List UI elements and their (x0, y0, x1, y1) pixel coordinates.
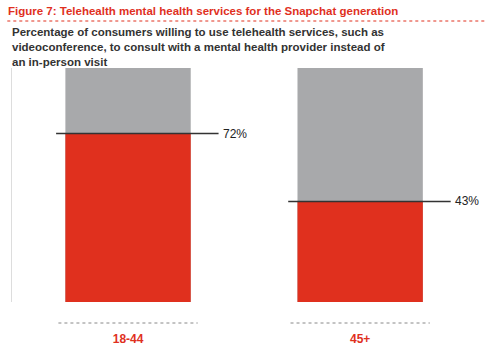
svg-text:Percentage of consumers willin: Percentage of consumers willing to use t… (12, 26, 385, 68)
svg-text:18-44: 18-44 (113, 332, 144, 346)
svg-text:Figure 7: Telehealth mental he: Figure 7: Telehealth mental health servi… (8, 5, 398, 17)
svg-text:72%: 72% (223, 127, 247, 141)
svg-text:43%: 43% (455, 194, 479, 208)
svg-text:45+: 45+ (350, 332, 370, 346)
